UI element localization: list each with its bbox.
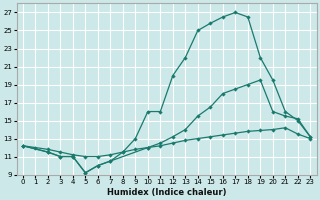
X-axis label: Humidex (Indice chaleur): Humidex (Indice chaleur)	[107, 188, 226, 197]
